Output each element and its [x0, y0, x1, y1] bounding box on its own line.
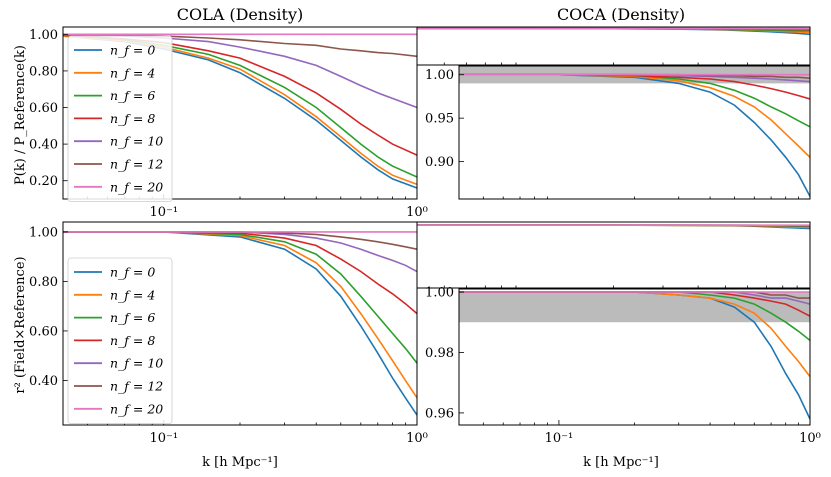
legend-label: n_f = 8 [110, 111, 155, 126]
tolerance-band [459, 292, 810, 323]
legend-label: n_f = 10 [110, 134, 163, 149]
legend-label: n_f = 4 [110, 287, 155, 302]
legend: n_f = 0 n_f = 4 n_f = 6 n_f = 8 n_f = 10 n_f … [67, 257, 173, 425]
legend: n_f = 0 n_f = 4 n_f = 6 n_f = 8 n_f = 10 n_f … [67, 35, 173, 203]
legend-label: n_f = 20 [110, 179, 163, 194]
axes-frame [416, 221, 811, 289]
x-tick-label: 10⁻¹ [149, 431, 178, 446]
title-coca: COCA (Density) [557, 5, 685, 24]
y-tick-label: 0.60 [29, 324, 58, 339]
y-tick-label: 1.00 [29, 225, 58, 240]
panel-coca_power [416, 26, 811, 66]
y-tick-label: 0.80 [29, 275, 58, 290]
y-tick-label: 0.20 [29, 174, 58, 189]
xlabel-right: k [h Mpc⁻¹] [583, 455, 659, 470]
series-line-nf0 [63, 231, 417, 416]
x-tick-label: 10⁰ [406, 205, 428, 220]
legend-label: n_f = 6 [110, 88, 155, 103]
x-tick-label: 10⁻¹ [149, 205, 178, 220]
x-tick-label: 10⁰ [799, 431, 821, 446]
y-tick-label: 0.80 [29, 64, 58, 79]
x-tick-label: 10⁻¹ [545, 431, 574, 446]
title-cola: COLA (Density) [177, 5, 304, 24]
legend-label: n_f = 10 [110, 356, 163, 371]
legend-box [67, 35, 173, 203]
y-tick-label: 0.95 [425, 112, 454, 127]
series-line-nf6 [63, 231, 417, 364]
series-line-nf0 [459, 73, 810, 197]
legend-label: n_f = 4 [110, 65, 155, 80]
legend-label: n_f = 20 [110, 401, 163, 416]
y-tick-label: 0.96 [425, 406, 454, 421]
legend-label: n_f = 12 [110, 379, 163, 394]
y-tick-label: 0.60 [29, 101, 58, 116]
legend-label: n_f = 8 [110, 333, 155, 348]
legend-label: n_f = 0 [110, 43, 155, 58]
y-tick-label: 1.00 [425, 68, 454, 83]
ylabel-top: P(k) / P_Reference(k) [13, 45, 28, 185]
legend-box [67, 257, 173, 425]
panel-coca_power_zoom: 0.90 0.95 1.00 [425, 65, 811, 200]
legend-label: n_f = 0 [110, 265, 155, 280]
panel-coca_r2 [416, 221, 811, 289]
y-tick-label: 1.00 [425, 286, 454, 301]
legend-label: n_f = 12 [110, 157, 163, 172]
ylabel-bottom: r² (Field×Reference) [13, 256, 28, 393]
legend-label: n_f = 6 [110, 310, 155, 325]
y-tick-label: 0.90 [425, 155, 454, 170]
xlabel-left: k [h Mpc⁻¹] [202, 455, 278, 470]
y-tick-label: 0.40 [29, 138, 58, 153]
axes-frame [416, 26, 811, 66]
x-tick-label: 10⁰ [406, 431, 428, 446]
panel-coca_r2_zoom: 10⁻¹ 10⁰ 0.96 0.98 1.00 [425, 286, 821, 446]
y-tick-label: 1.00 [29, 28, 58, 43]
y-tick-label: 0.98 [425, 346, 454, 361]
series-line-nf4 [459, 73, 810, 158]
y-tick-label: 0.40 [29, 374, 58, 389]
